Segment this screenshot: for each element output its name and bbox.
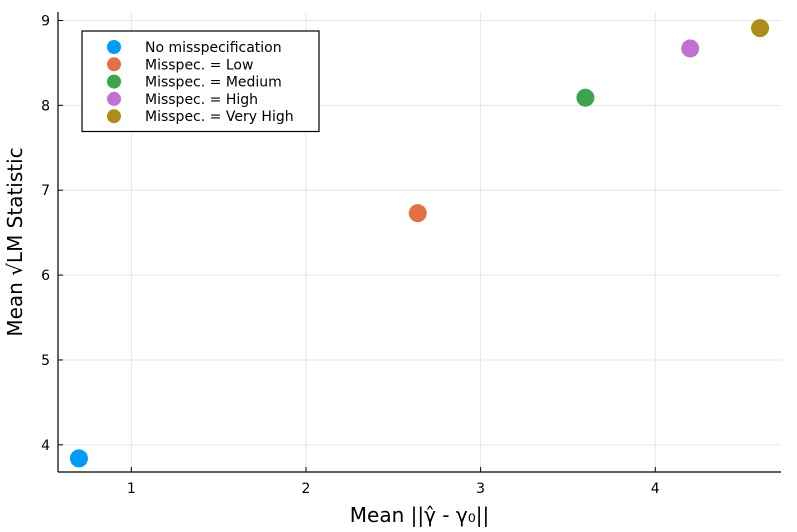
- legend-box: [81, 30, 320, 133]
- y-axis-title: Mean √LM Statistic: [3, 147, 27, 336]
- legend-label: Misspec. = Medium: [145, 75, 282, 91]
- axes: [57, 12, 781, 473]
- y-tick-label: 6: [41, 268, 50, 284]
- y-tick-label: 4: [41, 438, 50, 454]
- legend-marker: [107, 57, 121, 72]
- legend-label: Misspec. = Low: [145, 57, 253, 73]
- legend-label: Misspec. = High: [145, 92, 258, 108]
- y-tick-label: 8: [41, 98, 50, 114]
- data-point: [69, 449, 88, 468]
- x-tick-label: 3: [476, 481, 485, 497]
- y-tick-label: 9: [41, 13, 50, 29]
- legend-marker: [107, 109, 121, 124]
- legend-label: No misspecification: [145, 40, 282, 56]
- legend-marker: [107, 91, 121, 106]
- y-tick-label: 7: [41, 183, 50, 199]
- data-point: [576, 88, 595, 107]
- data-points: [69, 19, 770, 468]
- legend-marker: [107, 40, 121, 54]
- x-tick-label: 4: [651, 481, 660, 497]
- legend-marker: [107, 74, 121, 89]
- x-axis-title: Mean ||γ̂ - γ₀||: [350, 503, 489, 527]
- data-point: [681, 39, 700, 58]
- grid: [58, 12, 781, 472]
- data-point: [751, 19, 770, 38]
- data-point: [408, 204, 427, 223]
- legend-label: Misspec. = Very High: [145, 109, 294, 125]
- x-tick-label: 1: [127, 481, 136, 497]
- x-tick-label: 2: [302, 481, 311, 497]
- ticks: 1 2 3 4 4 5 6 7 8 9: [41, 13, 660, 497]
- y-tick-label: 5: [41, 353, 50, 369]
